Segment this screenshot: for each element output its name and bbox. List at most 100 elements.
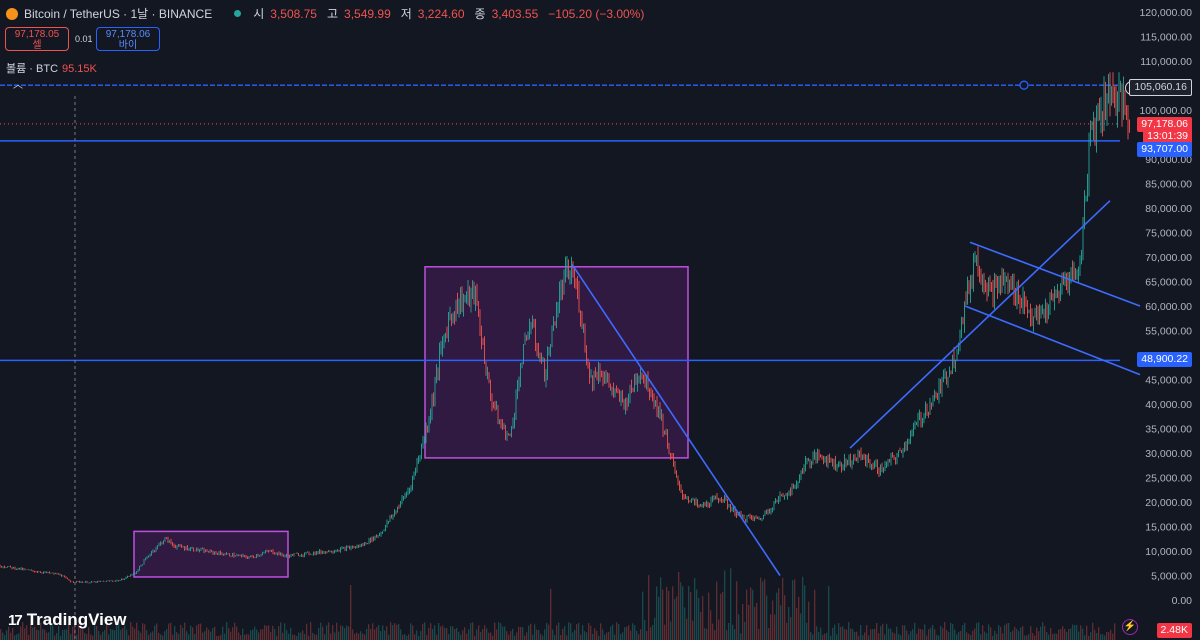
volume-bar (844, 629, 846, 640)
volume-bar (620, 633, 622, 640)
volume-bar (1078, 631, 1080, 640)
volume-bar (146, 630, 148, 640)
volume-bar (546, 622, 548, 640)
volume-bar (132, 626, 134, 640)
volume-bar (172, 634, 174, 640)
volume-bar (2, 632, 4, 640)
volume-bar (904, 625, 906, 640)
volume-bar (640, 629, 642, 640)
horizontal-lines[interactable] (0, 80, 1120, 640)
volume-bar (142, 623, 144, 640)
volume-bar (1018, 631, 1020, 640)
volume-bar (188, 634, 190, 640)
volume-bar (642, 591, 644, 640)
volume-bar (600, 623, 602, 640)
volume-bar (40, 622, 42, 640)
volume-bar (1064, 628, 1066, 640)
volume-bar (556, 625, 558, 640)
volume-bar (104, 629, 106, 640)
volume-bar (618, 624, 620, 640)
volume-bar (514, 635, 516, 640)
volume-bar (1104, 635, 1106, 640)
volume-bar (10, 632, 12, 640)
volume-bar (216, 635, 218, 640)
volume-bar (658, 596, 660, 640)
volume-bar (440, 626, 442, 640)
y-tick-label: 75,000.00 (1145, 228, 1192, 240)
volume-bar (60, 635, 62, 640)
volume-bar (528, 625, 530, 640)
volume-bar (1040, 626, 1042, 640)
volume-bar (208, 629, 210, 640)
volume-bar (246, 633, 248, 640)
volume-bar (1030, 626, 1032, 640)
volume-bar (420, 631, 422, 640)
volume-bar (292, 634, 294, 640)
volume-bar (622, 632, 624, 640)
volume-bar (1024, 635, 1026, 640)
volume-bar (718, 619, 720, 640)
rectangle-drawings[interactable] (133, 266, 689, 578)
volume-bar (88, 627, 90, 640)
volume-bar (30, 623, 32, 640)
volume-bar (322, 626, 324, 640)
volume-bar (1112, 633, 1114, 640)
volume-bar (262, 629, 264, 640)
volume-bar (318, 628, 320, 640)
volume-bar (300, 632, 302, 640)
volume-bar (270, 632, 272, 640)
volume-bar (654, 617, 656, 640)
volume-bar (682, 586, 684, 640)
symbol-title[interactable]: Bitcoin / TetherUS · 1날 · BINANCE (24, 7, 213, 21)
volume-bar (1004, 624, 1006, 640)
volume-bar (1110, 629, 1112, 640)
trendline-drawings[interactable] (571, 200, 1141, 576)
volume-bar (252, 629, 254, 640)
y-tick-label: 30,000.00 (1145, 448, 1192, 460)
volume-bar (286, 630, 288, 640)
volume-bar (1100, 634, 1102, 640)
sell-label: 셀 (32, 40, 42, 51)
price-axis[interactable]: 0.00 5,000.00 10,000.00 15,000.00 20,000.00 2… (1139, 7, 1192, 607)
volume-bar (424, 622, 426, 640)
volume-bar (160, 634, 162, 640)
close-label: 종 (474, 7, 486, 21)
tradingview-logo[interactable]: 17 TradingView (8, 610, 127, 630)
spread-value: 0.01 (75, 34, 93, 44)
buy-button[interactable]: 97,178.06 바이 (96, 27, 160, 51)
volume-bar (436, 634, 438, 640)
sell-button[interactable]: 97,178.05 셀 (5, 27, 69, 51)
volume-bar (824, 633, 826, 640)
volume-bar (708, 592, 710, 640)
volume-bar (200, 623, 202, 640)
volume-bar (418, 635, 420, 640)
volume-bar (326, 625, 328, 640)
volume-legend[interactable]: 볼륨 · BTC 95.15K (6, 60, 97, 76)
volume-bar (428, 627, 430, 640)
volume-bar (290, 627, 292, 640)
volume-bar (164, 631, 166, 640)
volume-bar (410, 623, 412, 640)
volume-bar (634, 625, 636, 640)
volume-bar (720, 593, 722, 640)
volume-bar (822, 634, 824, 640)
volume-bar (498, 622, 500, 640)
y-tick-label: 25,000.00 (1145, 473, 1192, 485)
volume-bar (384, 630, 386, 640)
lightning-icon[interactable]: ⚡ (1122, 619, 1138, 635)
volume-bar (572, 632, 574, 640)
volume-bar (102, 631, 104, 640)
volume-bar (422, 623, 424, 640)
volume-bar (1038, 631, 1040, 640)
volume-bar (28, 634, 30, 640)
volume-bar (176, 632, 178, 640)
volume-bar (630, 630, 632, 640)
volume-bar (804, 585, 806, 640)
y-tick-label: 120,000.00 (1139, 7, 1192, 19)
symbol-header[interactable]: Bitcoin / TetherUS · 1날 · BINANCE 시 3,508… (6, 5, 648, 22)
volume-bar (570, 623, 572, 640)
volume-bar (298, 632, 300, 640)
volume-bar (826, 632, 828, 640)
chevron-up-icon[interactable]: ︿ (13, 80, 23, 91)
